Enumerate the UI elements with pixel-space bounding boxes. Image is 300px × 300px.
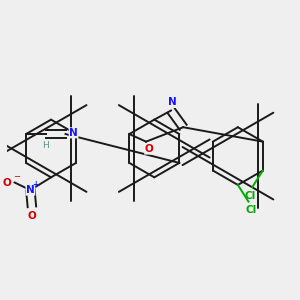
Text: H: H <box>42 141 49 150</box>
Text: N: N <box>26 185 35 195</box>
Text: +: + <box>33 180 39 189</box>
Text: O: O <box>145 144 153 154</box>
Text: N: N <box>69 128 78 138</box>
Text: O: O <box>28 212 36 221</box>
Text: N: N <box>168 98 177 107</box>
Text: Cl: Cl <box>244 191 255 201</box>
Text: −: − <box>14 172 20 182</box>
Text: Cl: Cl <box>245 205 256 215</box>
Text: O: O <box>2 178 11 188</box>
